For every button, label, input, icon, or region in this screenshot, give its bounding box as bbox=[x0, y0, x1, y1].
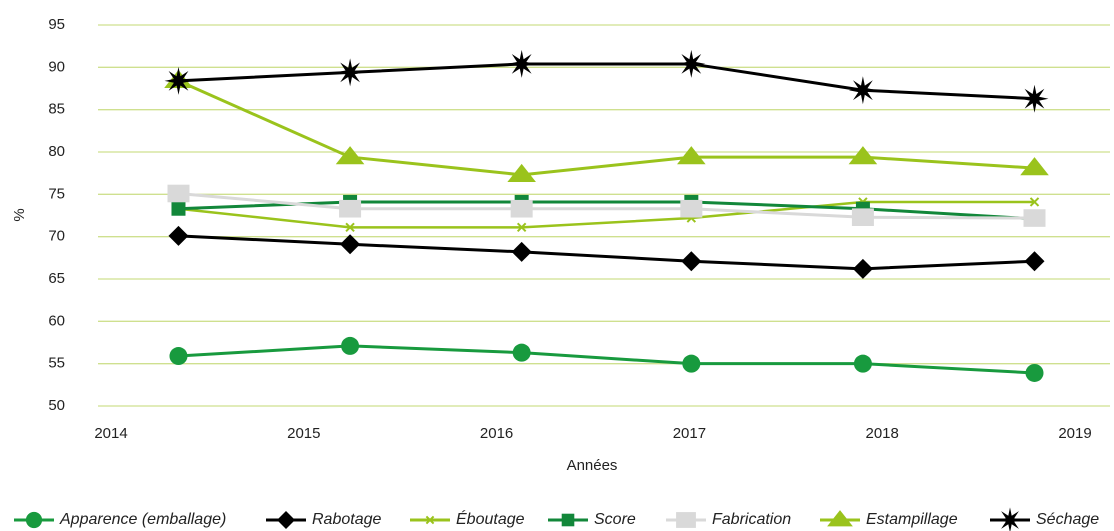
x-tick-label: 2014 bbox=[94, 425, 127, 442]
marker bbox=[827, 510, 853, 527]
marker bbox=[512, 343, 531, 362]
marker bbox=[848, 146, 878, 165]
marker bbox=[516, 222, 527, 233]
x-tick-label: 2017 bbox=[673, 425, 706, 442]
marker bbox=[676, 512, 696, 528]
marker bbox=[853, 354, 872, 373]
series-line bbox=[178, 62, 1035, 101]
marker bbox=[677, 49, 706, 78]
legend-label: Fabrication bbox=[712, 511, 791, 528]
series-line bbox=[178, 200, 1035, 221]
x-tick-label: 2018 bbox=[866, 425, 899, 442]
y-tick-label: 50 bbox=[48, 397, 65, 414]
marker bbox=[169, 347, 188, 366]
marker bbox=[336, 58, 365, 87]
marker bbox=[164, 66, 193, 95]
legend-label: Score bbox=[594, 511, 636, 528]
marker bbox=[1025, 363, 1044, 382]
marker bbox=[677, 146, 706, 165]
marker bbox=[341, 336, 360, 355]
x-tick-label: 2019 bbox=[1058, 425, 1091, 442]
y-tick-label: 95 bbox=[48, 16, 65, 33]
marker bbox=[1020, 84, 1049, 113]
marker bbox=[340, 234, 361, 255]
series-line bbox=[177, 79, 1035, 177]
marker bbox=[339, 199, 362, 218]
legend-label: Apparence (emballage) bbox=[59, 511, 226, 528]
legend-label: Rabotage bbox=[312, 511, 381, 528]
y-tick-label: 55 bbox=[48, 355, 65, 372]
legend-label: Éboutage bbox=[456, 509, 525, 528]
series-line bbox=[178, 344, 1035, 375]
marker bbox=[167, 184, 190, 203]
y-tick-label: 65 bbox=[48, 270, 65, 287]
marker bbox=[852, 258, 873, 279]
marker bbox=[25, 511, 43, 529]
marker bbox=[851, 208, 874, 226]
legend-label: Séchage bbox=[1036, 511, 1099, 528]
y-tick-label: 90 bbox=[48, 58, 65, 75]
marker bbox=[1024, 251, 1045, 272]
marker bbox=[511, 241, 532, 262]
marker bbox=[1023, 209, 1046, 227]
x-tick-label: 2016 bbox=[480, 425, 513, 442]
marker bbox=[1029, 197, 1040, 207]
marker bbox=[277, 511, 295, 529]
y-tick-label: 85 bbox=[48, 101, 65, 118]
marker bbox=[682, 354, 701, 373]
marker bbox=[510, 199, 533, 218]
y-tick-label: 70 bbox=[48, 228, 65, 245]
x-axis-label: Années bbox=[567, 457, 618, 474]
marker bbox=[681, 251, 702, 272]
series-line bbox=[178, 200, 1035, 229]
marker bbox=[335, 146, 365, 165]
y-tick-label: 75 bbox=[48, 185, 65, 202]
marker bbox=[507, 163, 536, 183]
series-line bbox=[178, 191, 1035, 220]
marker bbox=[848, 76, 877, 105]
y-axis-label: % bbox=[11, 208, 28, 221]
marker bbox=[345, 222, 355, 233]
marker bbox=[1020, 157, 1049, 176]
series-line bbox=[178, 234, 1035, 271]
legend-label: Estampillage bbox=[866, 511, 958, 528]
marker bbox=[168, 225, 189, 246]
y-tick-label: 60 bbox=[48, 312, 65, 329]
marker bbox=[507, 49, 536, 78]
y-tick-label: 80 bbox=[48, 143, 65, 160]
marker bbox=[997, 507, 1023, 531]
x-tick-label: 2015 bbox=[287, 425, 320, 442]
marker bbox=[561, 513, 575, 527]
marker bbox=[171, 201, 186, 216]
marker bbox=[425, 515, 435, 525]
marker bbox=[680, 199, 703, 218]
